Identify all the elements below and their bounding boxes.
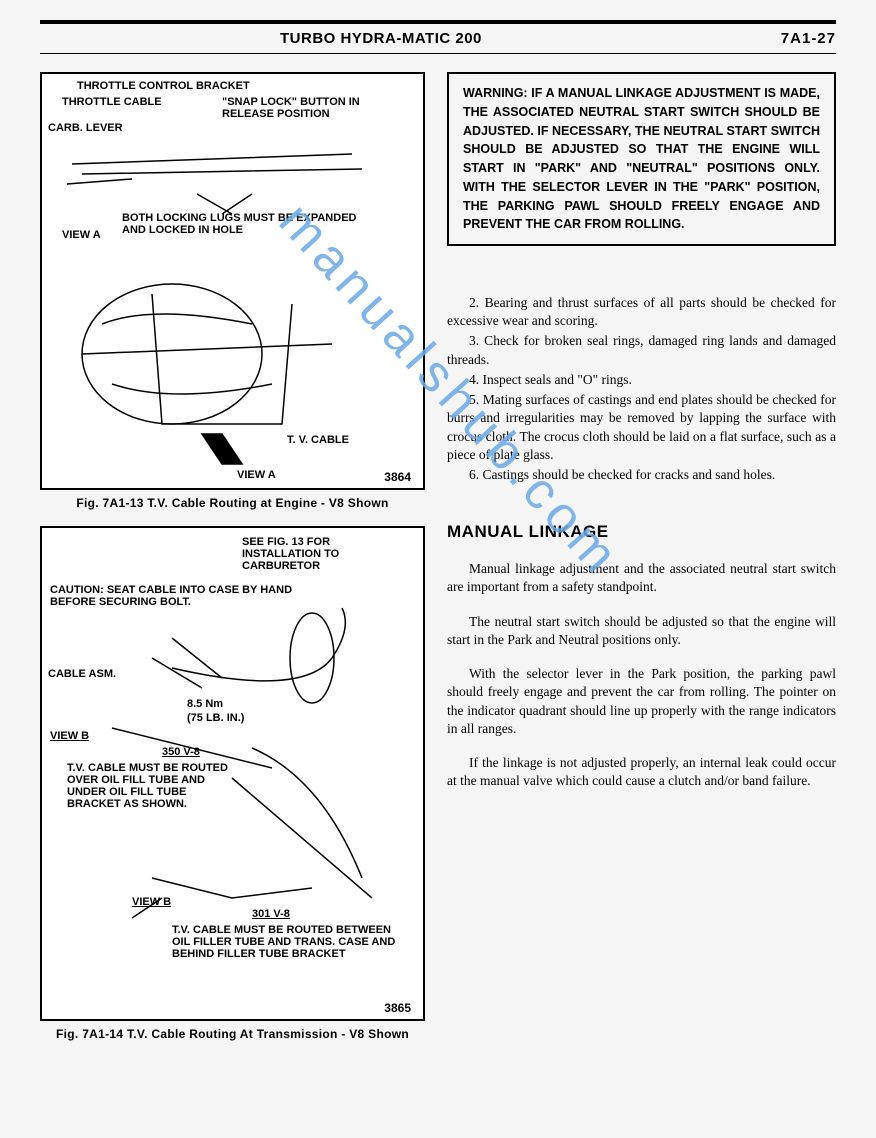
body-text-linkage: Manual linkage adjustment and the associ… bbox=[447, 560, 836, 790]
item-3: 3. Check for broken seal rings, damaged … bbox=[447, 332, 836, 368]
label-throttle-bracket: THROTTLE CONTROL BRACKET bbox=[77, 80, 250, 92]
label-see-fig: SEE FIG. 13 FOR INSTALLATION TO CARBURET… bbox=[242, 536, 392, 572]
figure-caption-1: Fig. 7A1-13 T.V. Cable Routing at Engine… bbox=[40, 496, 425, 510]
page-number: 7A1-27 bbox=[781, 30, 836, 47]
diagram-sketch-2 bbox=[52, 598, 402, 998]
item-5: 5. Mating surfaces of castings and end p… bbox=[447, 391, 836, 464]
figure-caption-2: Fig. 7A1-14 T.V. Cable Routing At Transm… bbox=[40, 1027, 425, 1041]
page-header: TURBO HYDRA-MATIC 200 7A1-27 bbox=[40, 20, 836, 54]
header-title: TURBO HYDRA-MATIC 200 bbox=[280, 30, 482, 47]
linkage-p2: The neutral start switch should be adjus… bbox=[447, 613, 836, 649]
figure-number-1: 3864 bbox=[384, 470, 411, 484]
linkage-p4: If the linkage is not adjusted properly,… bbox=[447, 754, 836, 790]
label-snap-lock: "SNAP LOCK" BUTTON IN RELEASE POSITION bbox=[222, 96, 392, 120]
diagram-sketch-1 bbox=[52, 124, 402, 474]
right-column: WARNING: IF A MANUAL LINKAGE ADJUSTMENT … bbox=[447, 72, 836, 1057]
label-throttle-cable: THROTTLE CABLE bbox=[62, 96, 162, 108]
figure-7a1-13: THROTTLE CONTROL BRACKET THROTTLE CABLE … bbox=[40, 72, 425, 490]
left-column: THROTTLE CONTROL BRACKET THROTTLE CABLE … bbox=[40, 72, 425, 1057]
linkage-p3: With the selector lever in the Park posi… bbox=[447, 665, 836, 738]
section-heading: MANUAL LINKAGE bbox=[447, 522, 836, 542]
page-content: THROTTLE CONTROL BRACKET THROTTLE CABLE … bbox=[40, 72, 836, 1057]
warning-box: WARNING: IF A MANUAL LINKAGE ADJUSTMENT … bbox=[447, 72, 836, 246]
item-4: 4. Inspect seals and "O" rings. bbox=[447, 371, 836, 389]
body-text-numbered: 2. Bearing and thrust surfaces of all pa… bbox=[447, 294, 836, 484]
item-2: 2. Bearing and thrust surfaces of all pa… bbox=[447, 294, 836, 330]
figure-7a1-14: SEE FIG. 13 FOR INSTALLATION TO CARBURET… bbox=[40, 526, 425, 1021]
linkage-p1: Manual linkage adjustment and the associ… bbox=[447, 560, 836, 596]
figure-number-2: 3865 bbox=[384, 1001, 411, 1015]
item-6: 6. Castings should be checked for cracks… bbox=[447, 466, 836, 484]
